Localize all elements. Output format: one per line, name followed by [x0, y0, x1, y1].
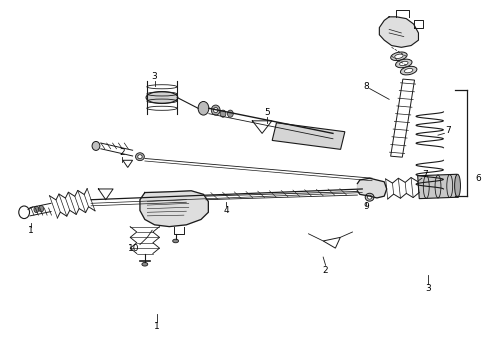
Text: 6: 6	[476, 174, 482, 183]
Text: 7: 7	[422, 170, 428, 179]
Ellipse shape	[404, 68, 413, 73]
Text: 2: 2	[119, 148, 124, 157]
Text: 3: 3	[152, 72, 157, 81]
Ellipse shape	[394, 54, 403, 58]
Ellipse shape	[136, 153, 145, 161]
Text: 1: 1	[154, 322, 160, 331]
Text: 3: 3	[425, 284, 431, 293]
Ellipse shape	[142, 262, 148, 266]
Polygon shape	[357, 178, 387, 198]
Text: 8: 8	[363, 82, 369, 91]
Text: 9: 9	[363, 202, 369, 211]
Ellipse shape	[227, 110, 233, 117]
Polygon shape	[272, 123, 345, 149]
Ellipse shape	[400, 66, 417, 75]
Text: 10: 10	[128, 244, 139, 253]
Text: 1: 1	[28, 226, 34, 235]
Ellipse shape	[172, 239, 178, 243]
Ellipse shape	[146, 91, 178, 103]
Ellipse shape	[138, 155, 142, 159]
Polygon shape	[140, 191, 208, 226]
Ellipse shape	[92, 141, 100, 150]
Text: 4: 4	[223, 206, 229, 215]
Polygon shape	[379, 17, 418, 47]
Ellipse shape	[34, 206, 39, 213]
Text: 7: 7	[445, 126, 451, 135]
Ellipse shape	[455, 174, 461, 197]
Ellipse shape	[211, 105, 220, 115]
Ellipse shape	[214, 108, 218, 113]
Ellipse shape	[220, 110, 226, 117]
Ellipse shape	[395, 59, 412, 68]
Ellipse shape	[198, 102, 209, 115]
Ellipse shape	[39, 206, 44, 212]
Ellipse shape	[365, 193, 374, 201]
Text: 2: 2	[323, 266, 328, 275]
Ellipse shape	[368, 195, 372, 199]
Ellipse shape	[399, 61, 408, 66]
Text: 5: 5	[264, 108, 270, 117]
Ellipse shape	[391, 52, 407, 60]
Polygon shape	[417, 174, 458, 199]
